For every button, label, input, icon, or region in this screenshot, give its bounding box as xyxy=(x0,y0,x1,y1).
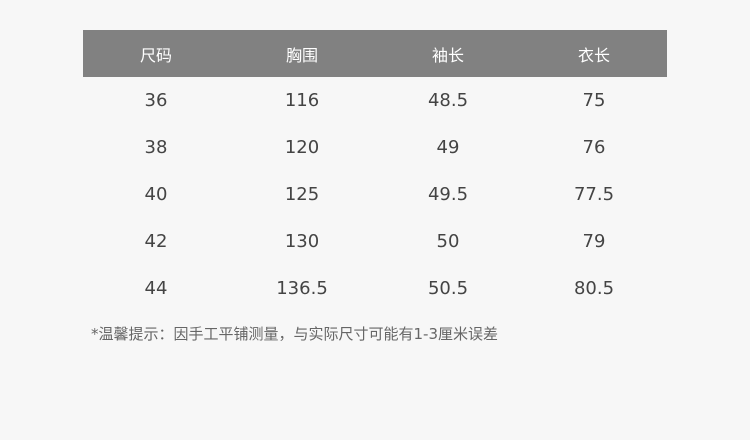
cell: 76 xyxy=(582,137,606,158)
cell: 116 xyxy=(284,90,320,111)
cell: 120 xyxy=(284,137,320,158)
header-chest: 胸围 xyxy=(285,45,318,65)
cell: 40 xyxy=(144,184,168,205)
cell: 77.5 xyxy=(573,184,615,205)
cell: 125 xyxy=(284,184,320,205)
cell: 38 xyxy=(144,137,168,158)
header-sleeve: 袖长 xyxy=(431,45,464,65)
table-header: 尺码 胸围 袖长 衣长 xyxy=(83,30,667,77)
measurement-note: *温馨提示：因手工平铺测量，与实际尺寸可能有1-3厘米误差 xyxy=(91,325,499,343)
cell: 44 xyxy=(144,278,168,299)
cell: 49 xyxy=(436,137,460,158)
header-size: 尺码 xyxy=(139,45,172,65)
table-row: 36 116 48.5 75 xyxy=(83,77,667,124)
size-chart-table: 尺码 胸围 袖长 衣长 36 116 48.5 75 38 120 49 76 … xyxy=(83,30,667,312)
table-row: 38 120 49 76 xyxy=(83,124,667,171)
cell: 36 xyxy=(144,90,168,111)
cell: 50.5 xyxy=(427,278,469,299)
cell: 130 xyxy=(284,231,320,252)
cell: 48.5 xyxy=(427,90,469,111)
cell: 50 xyxy=(436,231,460,252)
table-row: 42 130 50 79 xyxy=(83,218,667,265)
table-row: 40 125 49.5 77.5 xyxy=(83,171,667,218)
cell: 42 xyxy=(144,231,168,252)
cell: 49.5 xyxy=(427,184,469,205)
table-row: 44 136.5 50.5 80.5 xyxy=(83,265,667,312)
cell: 80.5 xyxy=(573,278,615,299)
cell: 75 xyxy=(582,90,606,111)
cell: 79 xyxy=(582,231,606,252)
header-length: 衣长 xyxy=(577,45,610,65)
cell: 136.5 xyxy=(276,278,328,299)
